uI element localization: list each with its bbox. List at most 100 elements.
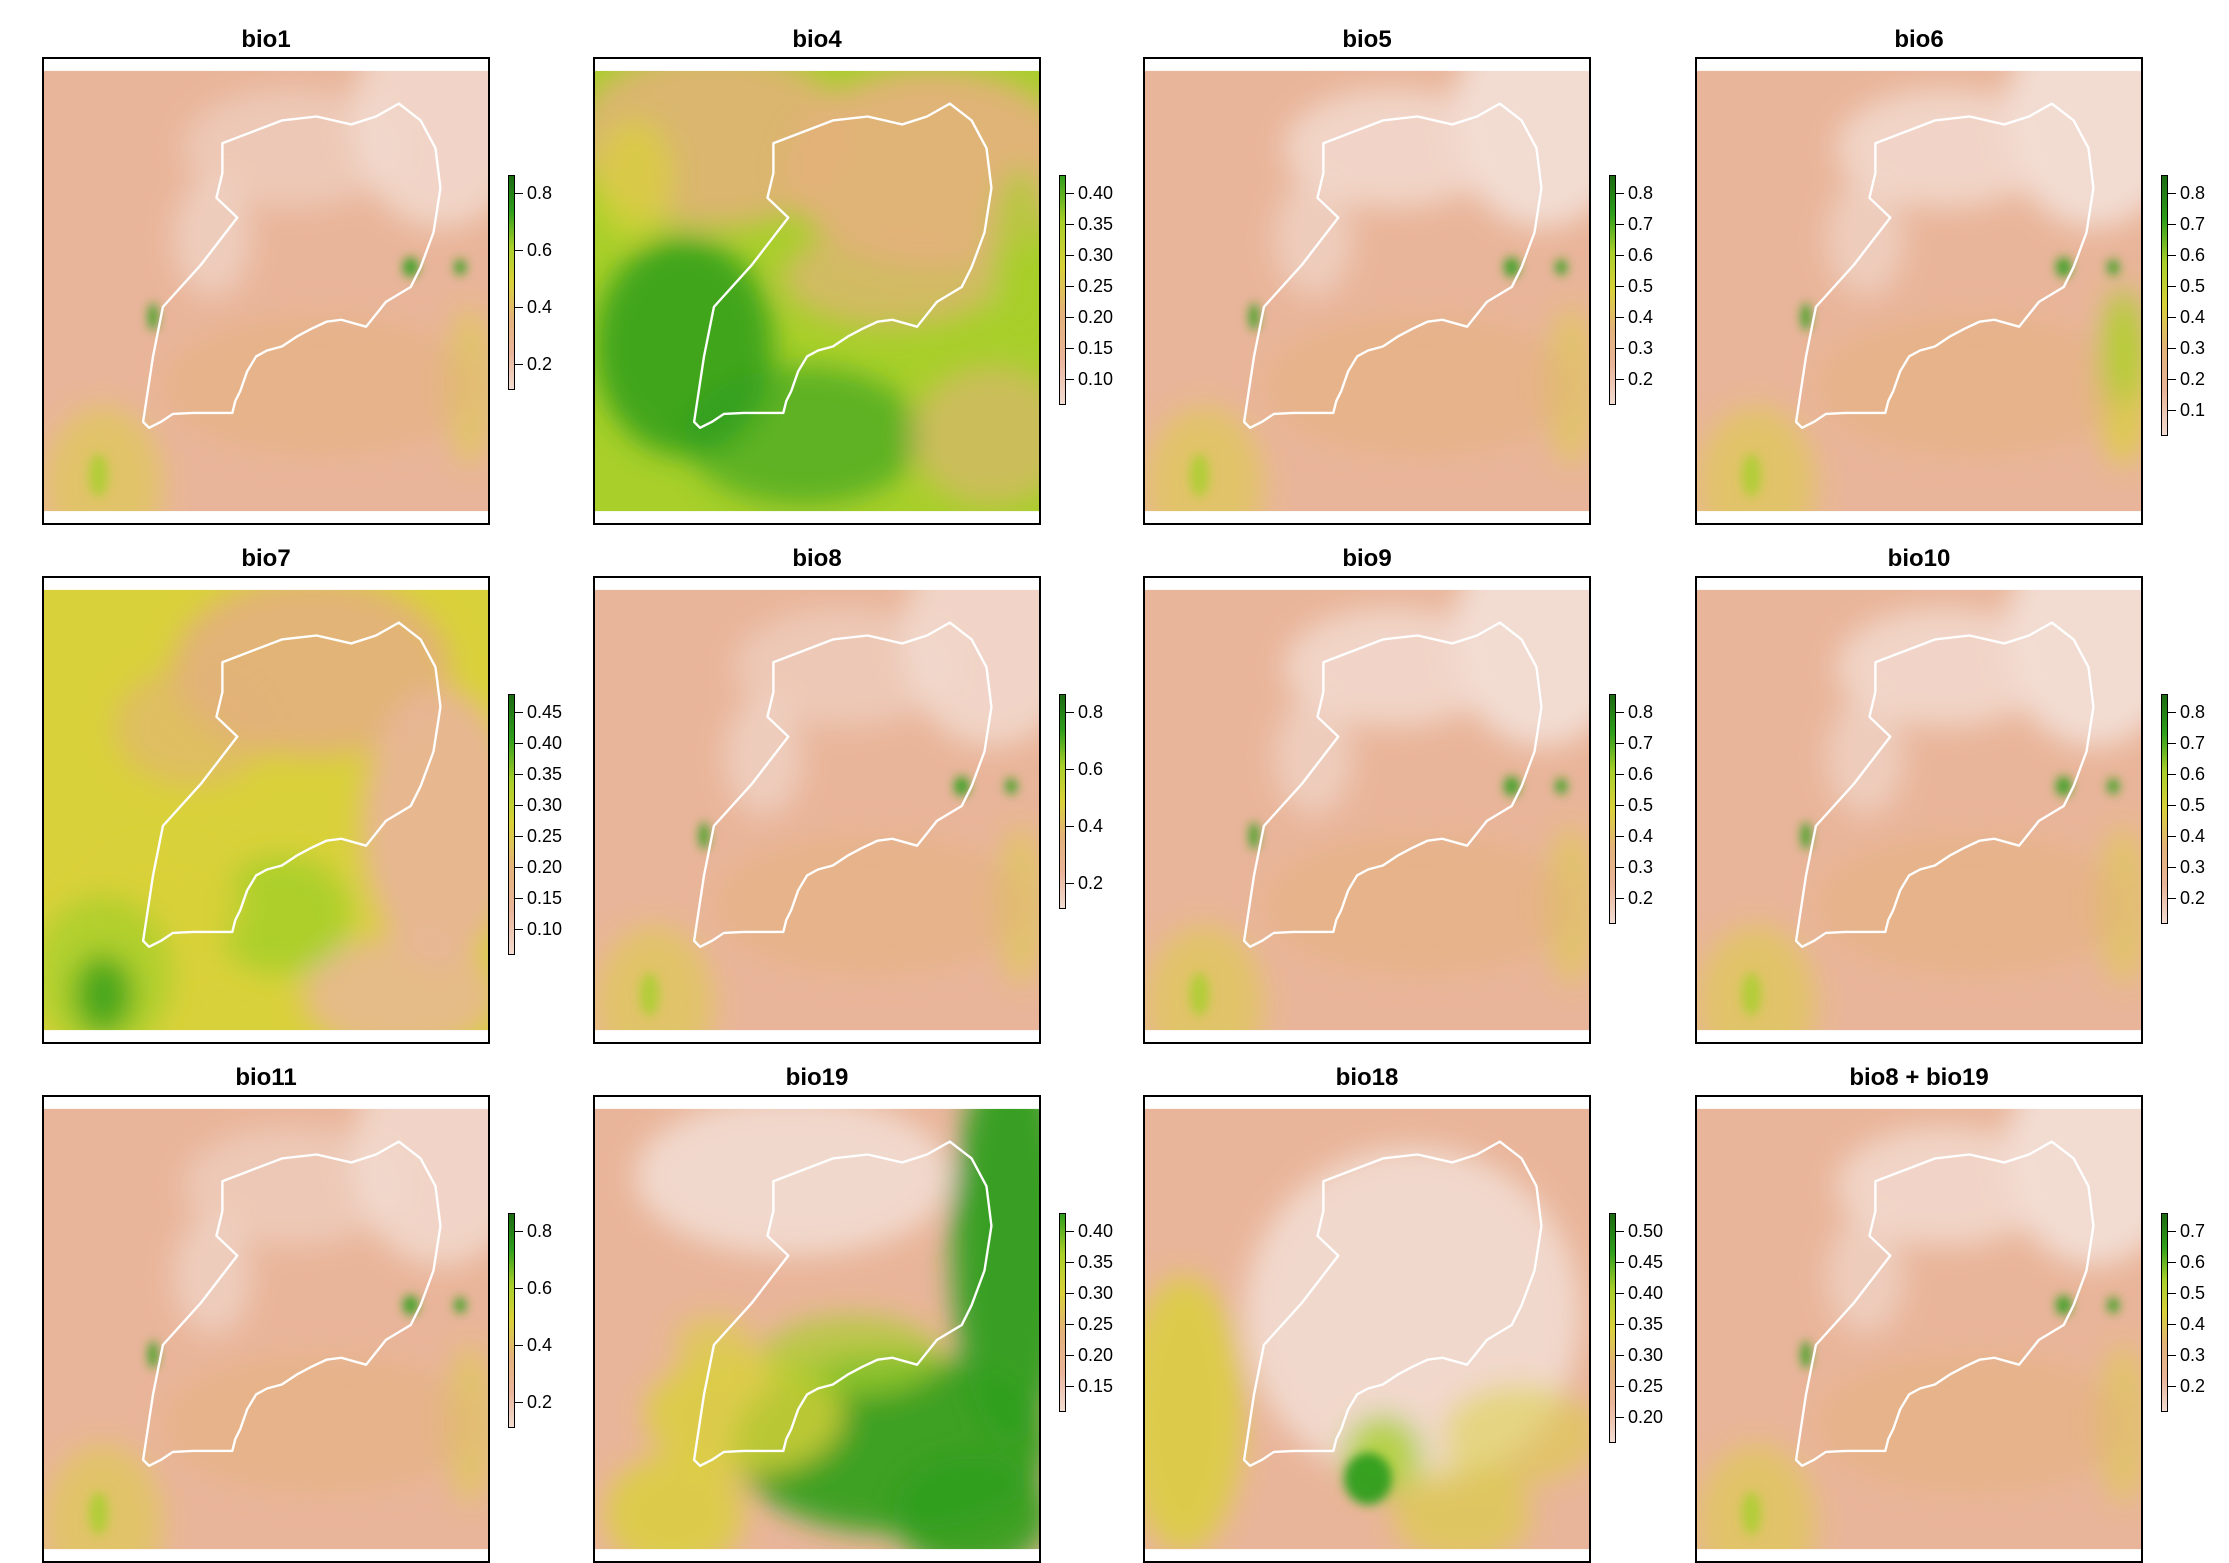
raster-margin-bottom	[1697, 1030, 2141, 1042]
raster-map	[1145, 578, 1589, 1042]
raster-patch	[763, 1315, 942, 1395]
legend-tick	[1616, 743, 1624, 744]
country-boundary	[1242, 102, 1543, 430]
raster-margin-bottom	[44, 1030, 488, 1042]
legend-label: 0.6	[2180, 1252, 2206, 1272]
legend-label: 0.15	[1078, 338, 1114, 358]
legend-tick	[1616, 712, 1624, 713]
legend-label: 0.25	[527, 826, 563, 846]
raster-margin-bottom	[1145, 511, 1589, 523]
raster-margin-top	[44, 1097, 488, 1109]
country-boundary	[692, 621, 993, 949]
raster-patch	[1189, 972, 1210, 1017]
legend-label: 0.7	[1628, 733, 1654, 753]
country-boundary	[1794, 102, 2095, 430]
legend-label: 0.2	[1628, 369, 1654, 389]
raster-patch	[1189, 453, 1210, 498]
raster-patch	[73, 954, 134, 1035]
raster-patch	[595, 118, 675, 238]
legend-label: 0.6	[2180, 764, 2206, 784]
legend-label: 0.4	[2180, 1314, 2206, 1334]
legend-tick	[1066, 712, 1074, 713]
map-frame	[1695, 1095, 2143, 1563]
raster-patch	[1273, 177, 1354, 297]
legend-tick	[1616, 255, 1624, 256]
raster-patch	[172, 177, 253, 297]
panel-title: bio6	[1894, 26, 1944, 53]
legend-tick	[2168, 743, 2176, 744]
legend-tick	[1616, 805, 1624, 806]
legend-tick	[515, 1231, 523, 1232]
raster-patch	[454, 1297, 467, 1314]
panel-title: bio18	[1335, 1064, 1399, 1091]
raster-map	[1697, 578, 2141, 1042]
legend-label: 0.20	[1078, 307, 1114, 327]
country-boundary	[1794, 621, 2095, 949]
legend-label: 0.2	[527, 354, 553, 374]
raster-patch	[1273, 696, 1354, 816]
raster-patch	[1815, 1354, 2134, 1494]
panel-title: bio11	[235, 1064, 297, 1091]
legend-label: 0.2	[2180, 1376, 2206, 1396]
raster-patch	[1344, 1452, 1392, 1505]
legend-tick	[515, 193, 523, 194]
panel-title: bio8	[792, 545, 842, 572]
raster-patch	[1835, 1126, 2054, 1246]
map-frame	[1143, 57, 1591, 525]
raster-patch	[361, 687, 488, 965]
legend-tick	[2168, 898, 2176, 899]
legend-label: 0.7	[2180, 214, 2206, 234]
legend-tick	[515, 250, 523, 251]
legend-label: 0.10	[527, 919, 563, 939]
raster-patch	[2055, 1295, 2072, 1316]
legend-color-bar	[1609, 1213, 1616, 1443]
legend-tick	[2168, 1293, 2176, 1294]
legend-label: 0.5	[2180, 276, 2206, 296]
legend-tick	[1066, 348, 1074, 349]
legend-label: 0.45	[527, 702, 563, 722]
raster-patch	[1835, 88, 2054, 208]
legend-tick	[2168, 1262, 2176, 1263]
legend-tick	[515, 743, 523, 744]
legend-label: 0.7	[2180, 733, 2206, 753]
raster-patch	[1815, 316, 2134, 456]
color-legend: 0.8 0.6 0.4 0.2	[1059, 694, 1139, 909]
legend-label: 0.8	[527, 1221, 553, 1241]
color-legend: 0.8 0.6 0.4 0.2	[508, 1213, 588, 1428]
legend-tick	[515, 712, 523, 713]
raster-margin-top	[1145, 578, 1589, 590]
raster-patch	[1392, 1463, 1532, 1561]
legend-tick	[1616, 1324, 1624, 1325]
raster-patch	[454, 259, 467, 276]
map-frame	[42, 576, 490, 1044]
legend-label: 0.30	[1078, 1283, 1114, 1303]
color-legend: 0.8 0.7 0.6 0.5 0.4 0.3 0.2 0.1	[2161, 175, 2229, 436]
color-legend: 0.8 0.7 0.6 0.5 0.4 0.3 0.2	[2161, 694, 2229, 924]
legend-label: 0.4	[527, 297, 553, 317]
legend-label: 0.4	[527, 1335, 553, 1355]
legend-tick	[1066, 769, 1074, 770]
country-boundary	[141, 621, 442, 949]
legend-label: 0.15	[527, 888, 563, 908]
raster-patch	[1503, 776, 1520, 797]
legend-label: 0.6	[1628, 764, 1654, 784]
raster-patch	[1263, 316, 1582, 456]
legend-label: 0.8	[2180, 702, 2206, 722]
country-boundary	[141, 102, 442, 430]
map-frame	[1695, 576, 2143, 1044]
legend-label: 0.35	[1078, 1252, 1114, 1272]
raster-patch	[912, 366, 1039, 506]
legend-tick	[515, 1402, 523, 1403]
raster-patch	[723, 696, 804, 816]
legend-tick	[1616, 1417, 1624, 1418]
raster-patch	[2004, 1097, 2141, 1266]
legend-tick	[1066, 1262, 1074, 1263]
raster-patch	[172, 1215, 253, 1335]
legend-tick	[1616, 1293, 1624, 1294]
legend-label: 0.8	[1628, 702, 1654, 722]
raster-map	[1697, 1097, 2141, 1561]
legend-tick	[2168, 774, 2176, 775]
legend-label: 0.4	[1628, 826, 1654, 846]
country-boundary	[1242, 1140, 1543, 1468]
legend-color-bar	[2161, 1213, 2168, 1412]
